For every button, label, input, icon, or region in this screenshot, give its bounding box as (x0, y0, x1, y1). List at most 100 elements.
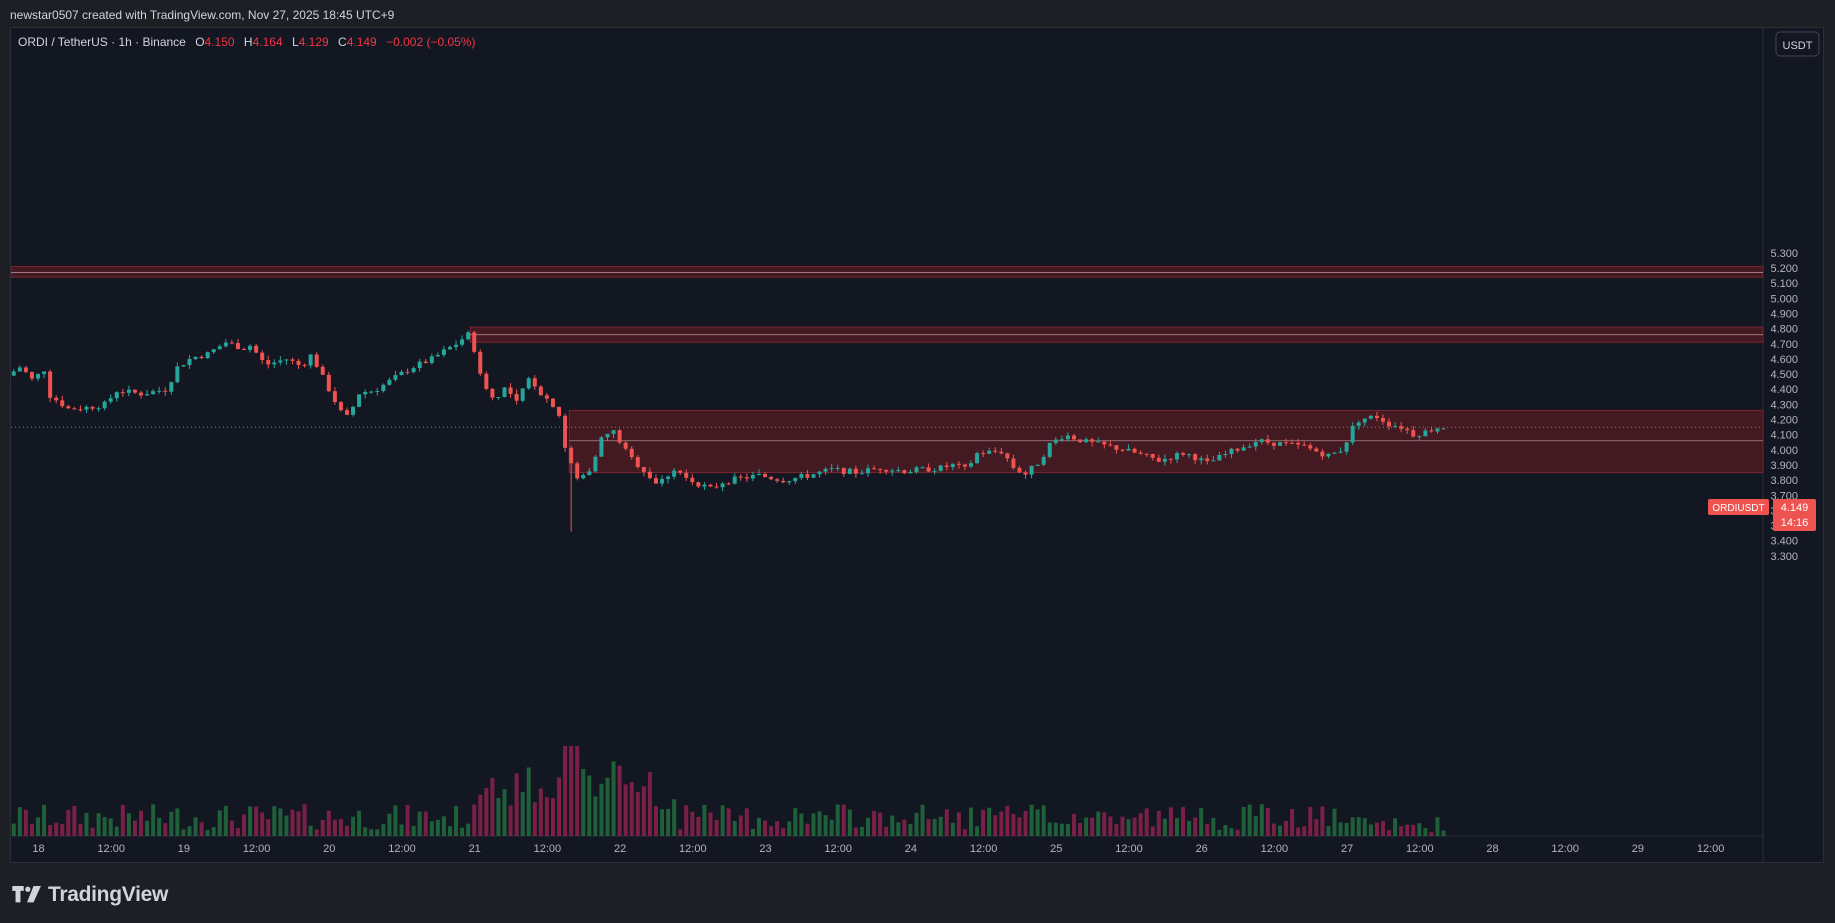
candle-body[interactable] (926, 467, 931, 472)
candle-body[interactable] (975, 453, 980, 464)
candle-body[interactable] (623, 442, 628, 449)
candle-body[interactable] (1265, 439, 1270, 443)
candle-body[interactable] (472, 332, 477, 352)
candle-body[interactable] (793, 477, 798, 482)
candle-body[interactable] (205, 352, 210, 359)
candle-body[interactable] (23, 367, 28, 372)
candle-body[interactable] (151, 391, 156, 395)
candle-body[interactable] (284, 359, 289, 361)
candle-body[interactable] (290, 359, 295, 361)
candle-body[interactable] (254, 345, 259, 353)
candle-body[interactable] (1429, 430, 1434, 432)
candle-body[interactable] (17, 367, 22, 372)
candle-body[interactable] (326, 374, 331, 392)
candle-body[interactable] (896, 470, 901, 472)
candle-body[interactable] (950, 463, 955, 468)
candle-body[interactable] (1035, 464, 1040, 466)
candle-body[interactable] (1356, 422, 1361, 426)
candle-body[interactable] (847, 468, 852, 474)
candle-body[interactable] (653, 478, 658, 484)
candle-body[interactable] (1181, 453, 1186, 455)
candle-body[interactable] (514, 393, 519, 401)
current-price-tag[interactable] (1773, 499, 1816, 531)
candle-body[interactable] (981, 453, 986, 455)
candle-body[interactable] (1247, 446, 1252, 448)
candle-body[interactable] (102, 401, 107, 409)
candle-body[interactable] (1284, 442, 1289, 444)
candle-body[interactable] (508, 387, 513, 394)
candle-body[interactable] (1053, 439, 1058, 443)
candle-body[interactable] (308, 354, 313, 366)
candle-body[interactable] (575, 463, 580, 479)
candle-body[interactable] (726, 483, 731, 485)
candle-body[interactable] (1090, 439, 1095, 442)
candle-body[interactable] (302, 364, 307, 366)
candle-body[interactable] (241, 349, 246, 351)
candle-body[interactable] (641, 466, 646, 472)
candle-body[interactable] (835, 467, 840, 469)
candle-body[interactable] (405, 371, 410, 373)
candle-body[interactable] (145, 394, 150, 396)
chart-frame[interactable]: 5.300 5.200 5.100 5.000 4.900 4.800 4.700 4.600… (10, 27, 1824, 863)
candle-body[interactable] (647, 471, 652, 479)
candle-body[interactable] (1065, 435, 1070, 440)
candle-body[interactable] (756, 473, 761, 475)
candle-body[interactable] (987, 450, 992, 454)
candle-body[interactable] (866, 468, 871, 474)
candle-body[interactable] (968, 463, 973, 467)
candle-body[interactable] (211, 349, 216, 353)
candle-body[interactable] (175, 366, 180, 383)
candle-body[interactable] (1368, 415, 1373, 419)
candle-body[interactable] (54, 397, 59, 401)
candle-body[interactable] (1108, 444, 1113, 446)
candle-body[interactable] (944, 465, 949, 468)
candle-body[interactable] (90, 406, 95, 409)
candle-body[interactable] (1011, 458, 1016, 468)
candle-body[interactable] (272, 362, 277, 365)
candle-body[interactable] (1259, 439, 1264, 442)
symbol-title[interactable]: ORDI / TetherUS · 1h · Binance (18, 35, 186, 49)
candle-body[interactable] (417, 361, 422, 369)
candle-body[interactable] (1120, 449, 1125, 451)
candle-body[interactable] (684, 472, 689, 478)
candle-body[interactable] (823, 468, 828, 472)
candle-body[interactable] (78, 409, 83, 411)
candle-body[interactable] (248, 345, 253, 350)
candle-body[interactable] (1290, 442, 1295, 444)
candle-body[interactable] (920, 467, 925, 469)
candle-body[interactable] (1405, 428, 1410, 431)
symbol-price-tag[interactable] (1708, 499, 1769, 515)
candle-body[interactable] (1029, 465, 1034, 475)
candle-body[interactable] (660, 479, 665, 484)
candle-body[interactable] (902, 470, 907, 474)
candle-body[interactable] (520, 388, 525, 401)
candle-body[interactable] (163, 390, 168, 392)
candle-body[interactable] (853, 468, 858, 474)
candle-body[interactable] (296, 360, 301, 365)
candle-body[interactable] (526, 378, 531, 389)
candle-body[interactable] (563, 415, 568, 448)
candle-body[interactable] (938, 465, 943, 471)
candle-body[interactable] (29, 371, 34, 379)
candle-body[interactable] (466, 332, 471, 340)
candle-body[interactable] (708, 484, 713, 487)
candle-body[interactable] (193, 356, 198, 360)
candle-body[interactable] (96, 408, 101, 410)
candle-body[interactable] (120, 392, 125, 394)
candle-body[interactable] (48, 371, 53, 398)
candle-body[interactable] (314, 354, 319, 367)
candle-body[interactable] (1059, 439, 1064, 441)
candle-body[interactable] (393, 375, 398, 380)
candle-body[interactable] (223, 342, 228, 347)
candle-body[interactable] (387, 379, 392, 385)
candle-body[interactable] (817, 471, 822, 475)
candle-body[interactable] (441, 349, 446, 355)
candle-body[interactable] (1374, 415, 1379, 418)
candle-body[interactable] (1423, 430, 1428, 437)
candle-body[interactable] (478, 351, 483, 374)
candle-body[interactable] (375, 391, 380, 393)
candle-body[interactable] (1084, 439, 1089, 443)
price-chart[interactable]: 5.300 5.200 5.100 5.000 4.900 4.800 4.700 4.600… (11, 28, 1824, 863)
candle-body[interactable] (629, 448, 634, 458)
candle-body[interactable] (884, 470, 889, 472)
